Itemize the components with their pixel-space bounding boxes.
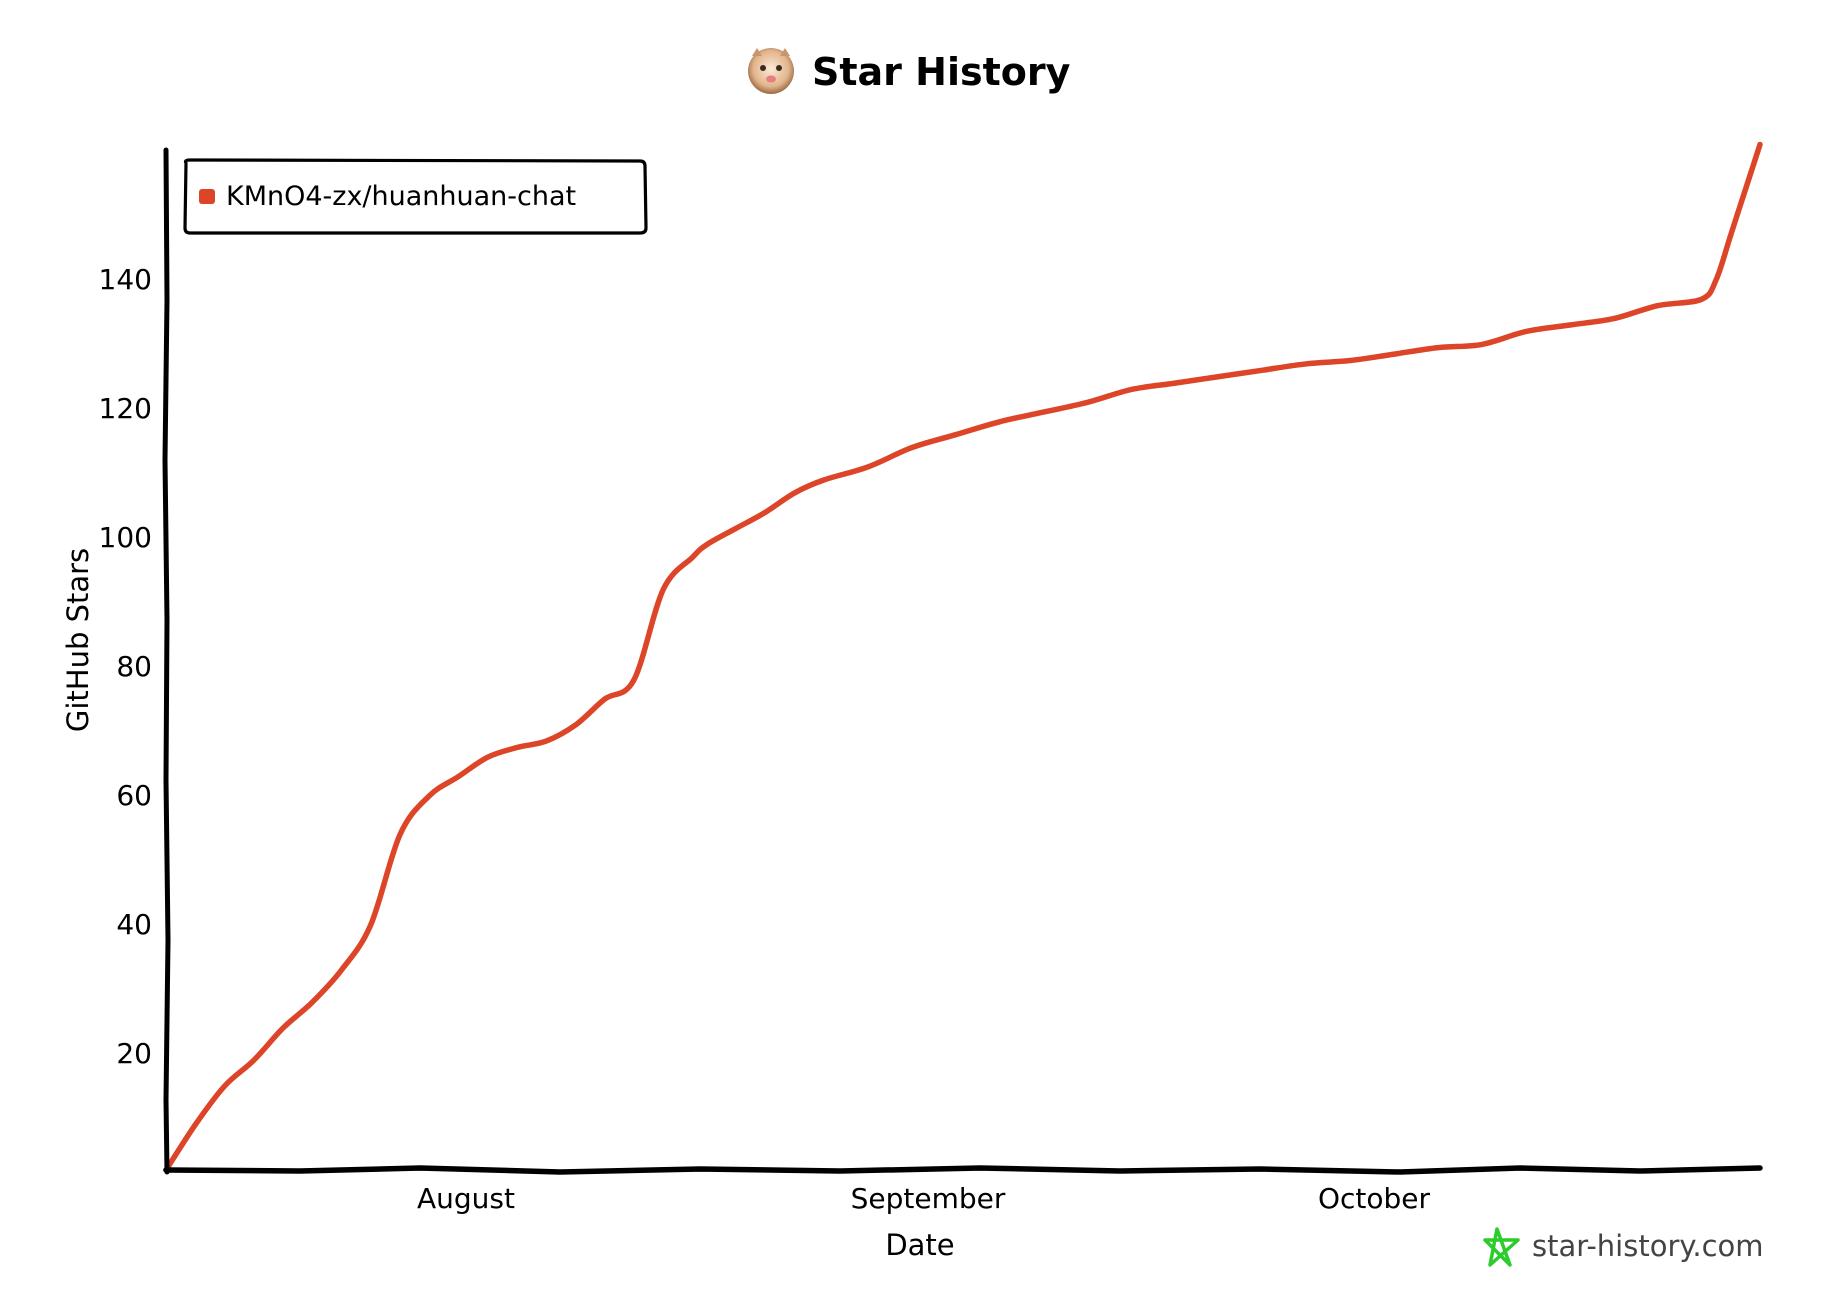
x-tick-label-september: September [851, 1182, 1006, 1215]
star-logo-icon [1483, 1227, 1520, 1267]
x-tick-label-august: August [417, 1182, 515, 1215]
series-points [164, 143, 1762, 1173]
y-tick-label: 80 [116, 650, 152, 683]
x-axis-line [163, 1165, 1763, 1175]
legend-swatch [199, 189, 215, 204]
chart-title-group: Star History [748, 48, 1071, 94]
legend-label: KMnO4-zx/huanhuan-chat [226, 181, 576, 212]
y-axis-title: GitHub Stars [61, 548, 95, 732]
chart-title: Star History [812, 50, 1071, 94]
x-axis-title: Date [885, 1228, 954, 1262]
y-tick-label: 60 [116, 779, 152, 812]
y-tick-label: 100 [99, 521, 152, 554]
watermark-text: star-history.com [1532, 1229, 1764, 1263]
y-tick-label: 120 [99, 392, 152, 425]
y-tick-label: 20 [116, 1037, 152, 1070]
legend: KMnO4-zx/huanhuan-chat [183, 158, 648, 235]
x-tick-label-october: October [1318, 1182, 1431, 1215]
x-axis-ticks: August September October [417, 1182, 1431, 1215]
y-axis-ticks: 20 40 60 80 100 120 140 [99, 263, 152, 1070]
series-line [163, 141, 1763, 1173]
legend-box [183, 158, 648, 235]
y-axis-line [162, 147, 171, 1175]
y-tick-label: 140 [99, 263, 152, 296]
y-tick-label: 40 [116, 908, 152, 941]
cat-avatar-icon [748, 48, 794, 94]
watermark: star-history.com [1483, 1227, 1764, 1267]
